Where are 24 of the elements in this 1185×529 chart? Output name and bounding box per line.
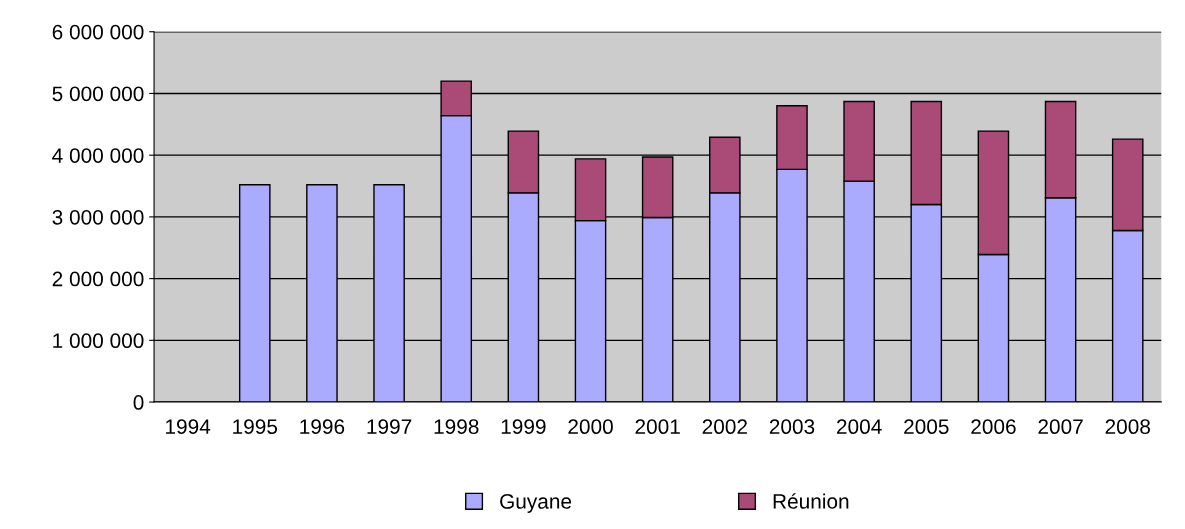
y-tick-label: 0	[133, 395, 144, 410]
legend-label: Réunion	[773, 493, 849, 509]
x-tick-label: 1995	[233, 419, 278, 435]
x-tick-label: 1996	[300, 419, 345, 435]
x-tick-label: 1997	[367, 419, 412, 435]
y-tick-label: 2 000 000	[52, 271, 144, 287]
y-tick-label: 5 000 000	[52, 86, 144, 102]
x-tick-label: 2003	[769, 419, 815, 435]
x-tick-label: 2001	[635, 419, 680, 435]
x-tick-label: 2005	[904, 419, 949, 435]
x-tick-label: 2006	[971, 419, 1016, 435]
y-tick-label: 6 000 000	[52, 24, 144, 40]
x-tick-label: 1994	[166, 419, 211, 435]
x-tick-label: 2000	[568, 419, 613, 435]
x-tick-label: 2008	[1105, 419, 1150, 435]
x-tick-label: 2004	[837, 419, 882, 435]
y-tick-label: 4 000 000	[52, 148, 144, 163]
x-tick-label: 1998	[434, 419, 479, 435]
y-tick-label: 1 000 000	[53, 333, 144, 349]
y-tick-label: 3 000 000	[52, 209, 144, 225]
x-tick-label: 2007	[1038, 419, 1083, 435]
x-tick-label: 2002	[702, 419, 747, 435]
legend-label: Guyane	[500, 494, 572, 513]
x-tick-label: 1999	[501, 419, 546, 435]
